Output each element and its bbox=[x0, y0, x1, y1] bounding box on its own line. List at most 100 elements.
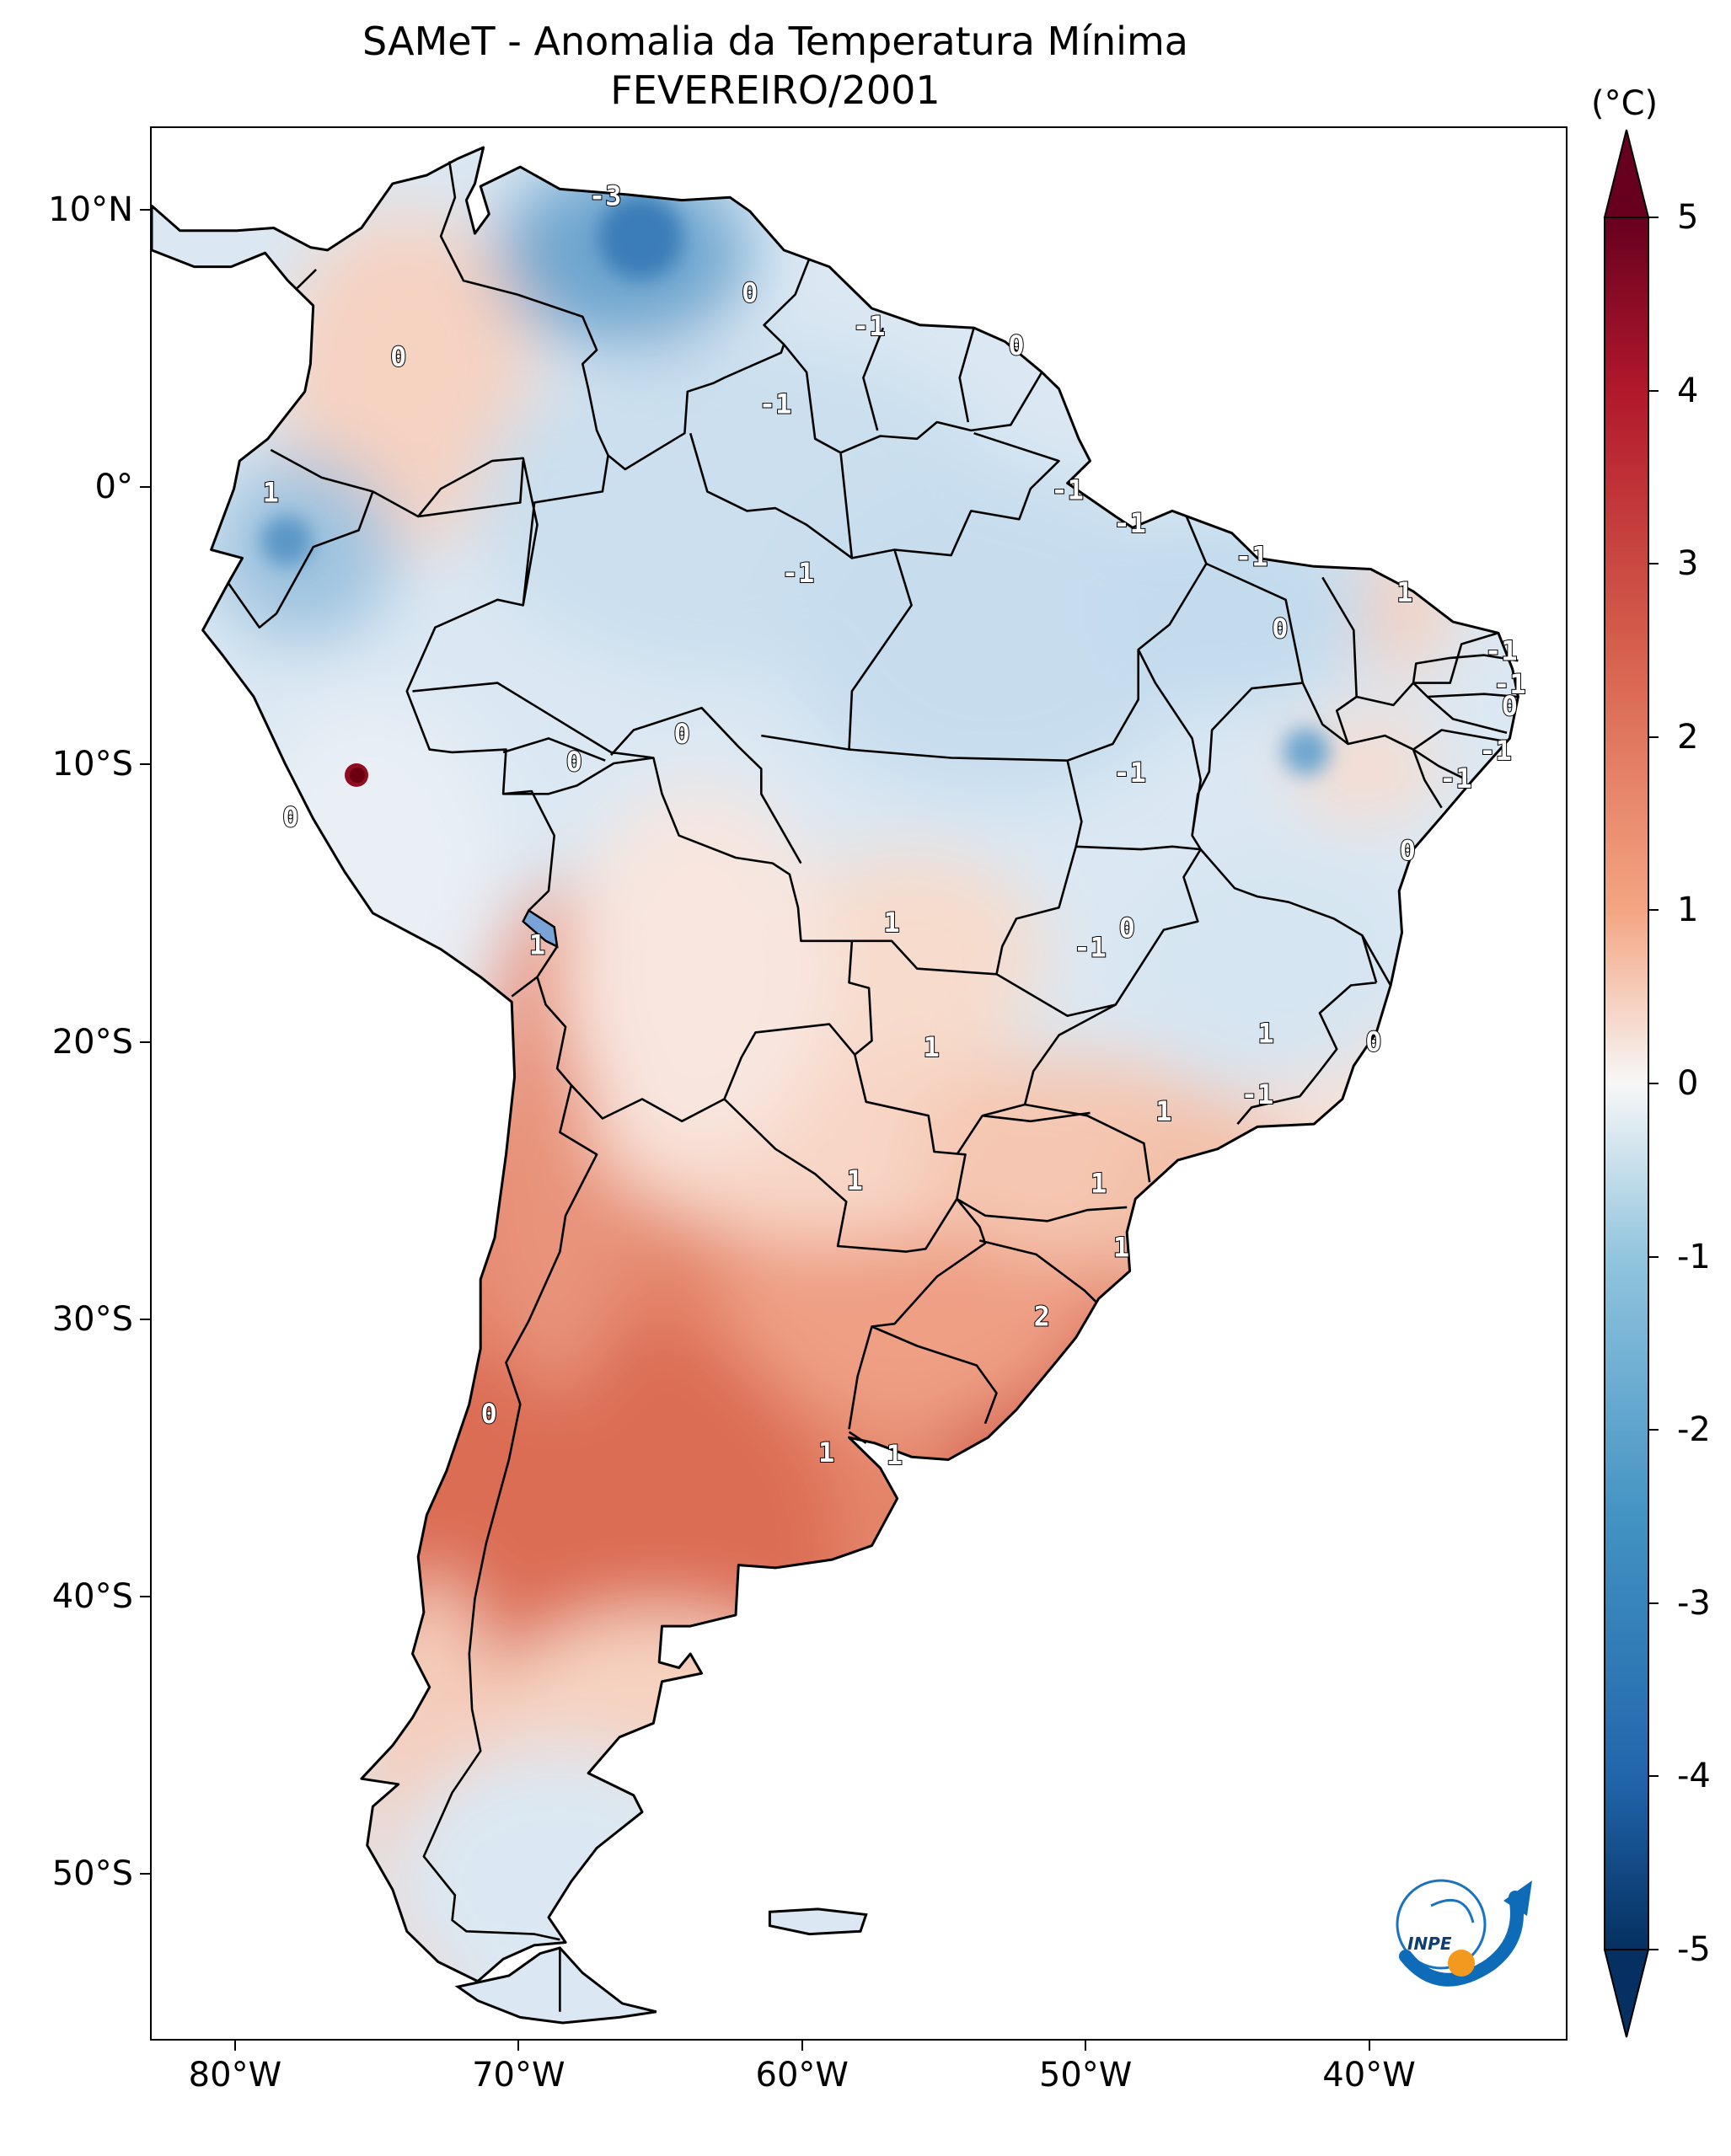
coastline bbox=[152, 146, 1519, 1983]
contour-label: 1 bbox=[887, 1439, 903, 1471]
x-tick-label: 50°W bbox=[1038, 2056, 1133, 2094]
y-tick-label: 30°S bbox=[51, 1299, 133, 1339]
y-tick-mark bbox=[140, 486, 150, 489]
y-tick-mark bbox=[140, 763, 150, 766]
map-title: SAMeT - Anomalia da Temperatura Mínima bbox=[362, 19, 1188, 64]
contour-label: 0 bbox=[673, 718, 689, 750]
y-tick-mark bbox=[140, 1873, 150, 1875]
anomaly-field bbox=[152, 147, 1519, 2023]
contour-label: -3 bbox=[589, 179, 622, 211]
x-tick-label: 40°W bbox=[1322, 2056, 1416, 2094]
colorbar-tick-mark bbox=[1648, 1255, 1659, 1258]
contour-label: 0 bbox=[1119, 912, 1135, 944]
contour-label: 0 bbox=[390, 340, 406, 372]
colorbar-tick-mark bbox=[1648, 1429, 1659, 1431]
colorbar-min-arrow bbox=[1603, 1949, 1650, 2038]
colorbar-tick-label: 0 bbox=[1677, 1064, 1699, 1103]
colorbar-tick-mark bbox=[1648, 563, 1659, 565]
falkland-islands bbox=[768, 1907, 868, 1936]
colorbar-tick-label: 3 bbox=[1677, 544, 1699, 584]
y-tick-label: 50°S bbox=[51, 1854, 133, 1894]
tierra-del-fuego bbox=[454, 1946, 657, 2025]
contour-label: 1 bbox=[883, 907, 899, 939]
contour-label: 1 bbox=[1155, 1095, 1171, 1127]
y-tick-label: 20°S bbox=[51, 1022, 133, 1062]
contour-label: 1 bbox=[923, 1031, 939, 1063]
contour-label: -1 bbox=[1485, 634, 1518, 666]
colorbar-tick-label: 4 bbox=[1677, 371, 1699, 410]
contour-label: -1 bbox=[1113, 507, 1146, 539]
colorbar-tick-mark bbox=[1648, 1775, 1659, 1778]
colorbar bbox=[1603, 129, 1650, 2038]
contour-label: 2 bbox=[1034, 1301, 1050, 1333]
colorbar-tick-mark bbox=[1648, 1949, 1659, 1950]
colorbar-tick-mark bbox=[1648, 1602, 1659, 1604]
colorbar-tick-mark bbox=[1648, 909, 1659, 912]
lake-titicaca bbox=[522, 908, 559, 949]
map-subtitle: FEVEREIRO/2001 bbox=[610, 67, 941, 113]
y-tick-label: 0° bbox=[94, 468, 133, 507]
contour-label: -1 bbox=[1479, 735, 1512, 767]
contour-label: -1 bbox=[853, 310, 886, 342]
contour-label: 1 bbox=[263, 477, 279, 509]
x-tick-label: 60°W bbox=[755, 2056, 849, 2094]
contour-label: 1 bbox=[529, 928, 545, 960]
contour-label: 0 bbox=[1400, 834, 1416, 866]
colorbar-tick-label: -3 bbox=[1677, 1583, 1711, 1623]
x-tick-mark bbox=[801, 2041, 803, 2051]
contour-label: 0 bbox=[1365, 1026, 1381, 1058]
x-tick-label: 70°W bbox=[472, 2056, 565, 2094]
contour-label: 1 bbox=[1113, 1231, 1129, 1263]
colorbar-max-arrow bbox=[1603, 129, 1650, 218]
contour-label: -1 bbox=[1493, 668, 1526, 700]
contour-label: 0 bbox=[282, 801, 298, 833]
contour-label: 0 bbox=[566, 746, 582, 778]
contour-label: -1 bbox=[1439, 762, 1472, 794]
colorbar-gradient bbox=[1604, 217, 1649, 1950]
contour-label: -1 bbox=[782, 557, 815, 589]
contour-label: -1 bbox=[759, 388, 792, 420]
contour-label: 0 bbox=[1272, 613, 1288, 645]
contour-label: 0 bbox=[1008, 329, 1024, 361]
contour-label: 1 bbox=[1257, 1018, 1273, 1050]
x-tick-mark bbox=[1085, 2041, 1087, 2051]
colorbar-tick-label: -5 bbox=[1677, 1930, 1711, 1969]
y-tick-mark bbox=[140, 208, 150, 211]
contour-label: 0 bbox=[1502, 690, 1518, 722]
colorbar-tick-mark bbox=[1648, 217, 1659, 218]
contour-label: 1 bbox=[847, 1164, 863, 1196]
x-tick-mark bbox=[1368, 2041, 1370, 2051]
map-panel: -3 0 0 -1 0 -1 1 -1 -1 -1 -1 1 0 -1 -1 0 0 0 -1 -1 -1 0 0 1 0 -1 1… bbox=[150, 126, 1568, 2041]
colorbar-tick-label: -2 bbox=[1677, 1410, 1711, 1450]
contour-label: -1 bbox=[1113, 757, 1146, 789]
inpe-logo: INPE bbox=[1396, 1879, 1532, 1987]
x-tick-mark bbox=[517, 2041, 520, 2051]
x-tick-mark bbox=[233, 2041, 236, 2051]
colorbar-tick-label: 1 bbox=[1677, 891, 1699, 930]
contour-label: 0 bbox=[742, 277, 758, 309]
y-tick-label: 10°N bbox=[48, 190, 133, 229]
colorbar-tick-label: 5 bbox=[1677, 198, 1699, 237]
colorbar-tick-mark bbox=[1648, 389, 1659, 392]
y-tick-label: 40°S bbox=[51, 1577, 133, 1617]
contour-label: 1 bbox=[1091, 1168, 1107, 1200]
x-tick-label: 80°W bbox=[188, 2056, 282, 2094]
colorbar-unit: (°C) bbox=[1591, 84, 1659, 123]
contour-label: -1 bbox=[1241, 1078, 1274, 1110]
contour-label: 1 bbox=[1396, 576, 1412, 608]
colorbar-tick-label: -1 bbox=[1677, 1237, 1711, 1276]
y-tick-mark bbox=[140, 1596, 150, 1598]
colorbar-tick-mark bbox=[1648, 1083, 1659, 1084]
colorbar-tick-mark bbox=[1648, 736, 1659, 738]
contour-label: 1 bbox=[818, 1436, 834, 1469]
contour-label: -1 bbox=[1051, 473, 1084, 506]
y-tick-label: 10°S bbox=[51, 745, 133, 784]
y-tick-mark bbox=[140, 1041, 150, 1043]
contour-label: -1 bbox=[1235, 540, 1268, 572]
y-tick-mark bbox=[140, 1318, 150, 1320]
political-borders bbox=[227, 161, 1519, 2012]
logo-text: INPE bbox=[1407, 1934, 1452, 1954]
contour-label: -1 bbox=[1074, 932, 1107, 964]
